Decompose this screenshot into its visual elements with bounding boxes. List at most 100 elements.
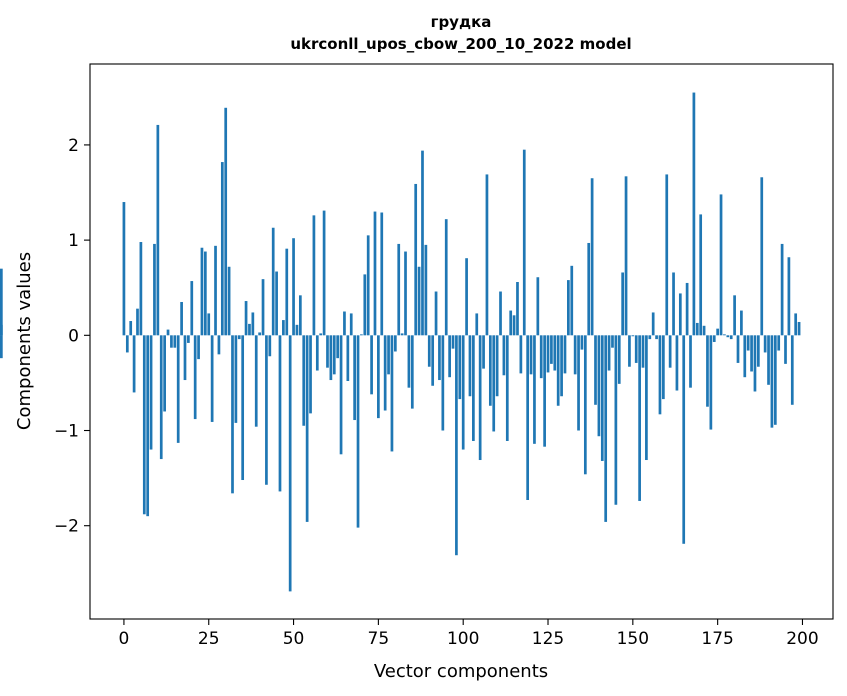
bar-5 (139, 242, 143, 336)
bar-164 (678, 293, 682, 336)
bar-150 (631, 335, 635, 337)
bar-63 (336, 335, 340, 359)
bar-70 (360, 334, 363, 336)
bar-177 (723, 334, 726, 336)
bar-93 (438, 335, 441, 381)
bar-30 (224, 107, 228, 336)
bar-123 (539, 335, 543, 379)
x-tick-label: 50 (283, 629, 305, 649)
bar-140 (597, 335, 601, 437)
bar-33 (234, 335, 238, 423)
bar-184 (746, 335, 750, 351)
bar-90 (427, 335, 431, 367)
bar-3 (132, 335, 136, 393)
y-tick-label: 2 (68, 136, 79, 156)
bar-176 (719, 194, 723, 336)
bar-136 (583, 335, 587, 475)
bar-95 (444, 219, 448, 336)
bar-194 (780, 243, 784, 336)
bar-163 (675, 335, 679, 391)
bar-23 (200, 247, 204, 336)
x-tick-label: 25 (198, 629, 220, 649)
bar-52 (298, 295, 302, 336)
y-axis-label: Components values (14, 252, 35, 430)
bar-158 (658, 335, 662, 415)
bar-undefined (0, 335, 3, 359)
bar-91 (431, 335, 435, 386)
bar-2 (129, 321, 133, 336)
bar-141 (600, 335, 604, 461)
bar-89 (424, 244, 428, 336)
bar-22 (197, 335, 200, 360)
bar-148 (624, 176, 628, 336)
bar-173 (709, 335, 713, 430)
chart-title: грудка (431, 13, 492, 31)
bar-46 (278, 335, 282, 492)
bar-9 (153, 243, 156, 336)
bar-189 (763, 335, 767, 353)
bar-192 (773, 335, 777, 425)
bar-88 (421, 150, 424, 336)
bar-112 (502, 335, 506, 376)
x-axis-label: Vector components (374, 661, 548, 682)
bar-153 (641, 335, 645, 368)
bar-11 (159, 335, 163, 460)
bar-65 (343, 311, 346, 336)
bar-168 (692, 92, 696, 336)
bar-142 (604, 335, 608, 522)
bar-186 (753, 335, 757, 392)
bar-170 (699, 214, 703, 336)
bar-116 (516, 282, 519, 336)
bar-129 (560, 335, 563, 397)
bar-64 (339, 335, 343, 455)
bar-57 (315, 335, 319, 371)
bar-67 (349, 313, 353, 336)
bar-166 (685, 282, 689, 336)
bar-13 (166, 329, 170, 336)
bar-37 (248, 323, 251, 336)
bar-181 (736, 335, 740, 363)
bar-162 (672, 272, 675, 336)
bar-169 (695, 322, 699, 336)
x-tick-label: 150 (617, 629, 649, 649)
bar-50 (292, 238, 295, 336)
bar-27 (214, 245, 217, 336)
bar-62 (332, 335, 336, 375)
bar-105 (478, 335, 482, 461)
bar-77 (383, 335, 387, 411)
x-axis-ticks: 0 25 50 75 100 125 150 175 200 (119, 619, 819, 649)
bar-31 (227, 266, 231, 336)
bar-12 (163, 335, 166, 412)
x-tick-label: 100 (447, 629, 479, 649)
bar-4 (136, 308, 139, 336)
bar-131 (567, 280, 570, 336)
bar-190 (767, 335, 770, 385)
bar-79 (390, 335, 394, 452)
bar-25 (207, 313, 211, 336)
bar-137 (587, 242, 591, 336)
bar-75 (377, 335, 380, 419)
bar-151 (634, 335, 638, 363)
bar-40 (258, 332, 261, 336)
bar-122 (536, 277, 540, 336)
bar-76 (380, 212, 384, 336)
bar-10 (156, 124, 160, 336)
bar-193 (777, 335, 781, 351)
bar-187 (757, 335, 760, 367)
bar-97 (451, 335, 455, 349)
bar-120 (529, 335, 533, 375)
bar-115 (512, 315, 516, 336)
bar-85 (410, 335, 414, 409)
bar-29 (220, 162, 224, 336)
bar-125 (546, 335, 550, 373)
bar-188 (760, 177, 764, 336)
bar-104 (475, 313, 479, 336)
bar-180 (733, 295, 736, 336)
bar-152 (638, 335, 641, 501)
bar-179 (729, 335, 733, 340)
bar-172 (706, 335, 709, 407)
bar-111 (499, 291, 502, 336)
bar-167 (689, 335, 692, 388)
bar-81 (397, 243, 401, 336)
